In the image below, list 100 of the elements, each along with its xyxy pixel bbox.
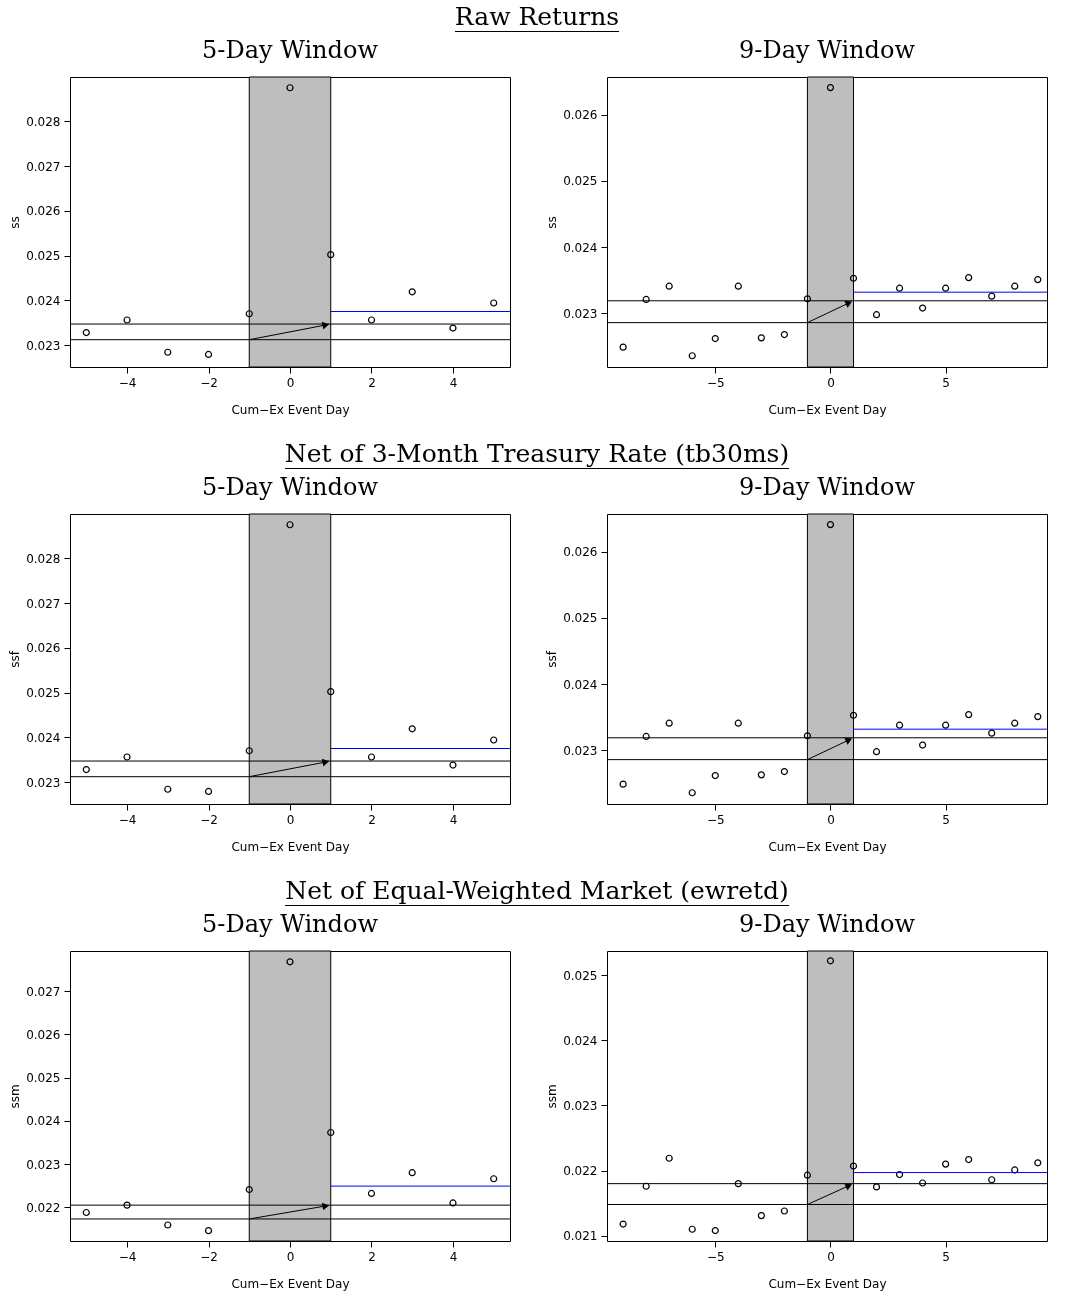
point (82, 328, 90, 337)
x-axis-title: Cum−Ex Event Day (231, 839, 350, 854)
point (245, 1185, 253, 1194)
y-axis-title: ssf (545, 650, 560, 668)
point (688, 352, 696, 360)
point (988, 1176, 996, 1184)
x-tick-label: 4 (449, 1249, 458, 1264)
y-axis-title: ss (8, 216, 23, 229)
x-axis-title: Cum−Ex Event Day (768, 839, 887, 854)
point (164, 785, 172, 793)
x-tick-label: −5 (706, 1249, 725, 1264)
point (942, 721, 950, 729)
point (286, 521, 294, 529)
y-tick-label: 0.023 (563, 1098, 598, 1113)
point (711, 771, 719, 780)
y-tick-label: 0.024 (26, 1114, 61, 1129)
y-tick-label: 0.025 (563, 174, 598, 189)
point (665, 1154, 673, 1162)
point (490, 1175, 498, 1183)
point (895, 721, 904, 729)
y-tick-label: 0.024 (26, 730, 61, 745)
y-tick-label: 0.025 (563, 611, 598, 626)
point (82, 1208, 90, 1217)
point (327, 1128, 335, 1137)
point (204, 350, 213, 359)
y-tick-label: 0.026 (26, 204, 61, 219)
point (734, 1180, 742, 1188)
point (895, 284, 904, 292)
point (327, 251, 335, 259)
y-tick-label: 0.028 (26, 551, 61, 566)
y-tick-label: 0.028 (26, 114, 61, 129)
point (872, 311, 881, 319)
y-axis-title: ssm (8, 1084, 23, 1109)
point (408, 288, 416, 296)
x-axis-title: Cum−Ex Event Day (768, 402, 887, 417)
point (367, 753, 376, 761)
point (619, 1220, 627, 1228)
x-tick-label: −4 (118, 1249, 137, 1264)
text: Net of Equal-Weighted Market (ewretd) (285, 876, 789, 906)
x-tick-label: 4 (449, 375, 458, 390)
y-tick-label: 0.025 (26, 1071, 61, 1086)
x-axis-title: Cum−Ex Event Day (231, 402, 350, 417)
y-tick-label: 0.024 (563, 1033, 598, 1048)
point (367, 316, 376, 324)
point (82, 765, 90, 774)
point (688, 1225, 696, 1233)
point (965, 711, 973, 719)
y-tick-label: 0.023 (563, 306, 598, 321)
chart-title: 9-Day Window (739, 472, 916, 501)
x-tick-label: 2 (368, 1249, 376, 1264)
point (665, 719, 673, 727)
point (123, 316, 131, 324)
y-tick-label: 0.026 (26, 641, 61, 656)
point (449, 324, 457, 332)
chart-title: 9-Day Window (739, 909, 916, 938)
x-axis-title: Cum−Ex Event Day (231, 1276, 350, 1291)
x-tick-label: 5 (942, 1249, 950, 1264)
point (642, 1182, 650, 1190)
point (942, 284, 950, 292)
point (1011, 282, 1019, 290)
y-tick-label: 0.026 (563, 108, 598, 123)
x-tick-label: 5 (942, 812, 950, 827)
point (449, 1199, 457, 1207)
x-tick-label: 0 (827, 1249, 835, 1264)
point (204, 787, 213, 796)
chart-title: 5-Day Window (202, 35, 379, 64)
point (872, 1183, 881, 1191)
x-tick-label: −2 (200, 1249, 218, 1264)
x-tick-label: 0 (827, 812, 835, 827)
point (327, 688, 335, 696)
point (826, 957, 835, 965)
x-tick-label: 4 (449, 812, 458, 827)
point (849, 1162, 858, 1170)
point (849, 711, 858, 719)
point (711, 334, 719, 343)
y-tick-label: 0.021 (563, 1229, 598, 1244)
point (245, 747, 253, 755)
y-tick-label: 0.026 (563, 545, 598, 560)
point (757, 771, 765, 779)
point (965, 1155, 973, 1164)
point (734, 719, 742, 727)
point (286, 958, 294, 966)
point (245, 310, 253, 318)
point (872, 748, 881, 756)
point (803, 1171, 812, 1179)
y-tick-label: 0.026 (26, 1027, 61, 1042)
y-tick-label: 0.022 (563, 1164, 598, 1179)
point (757, 334, 765, 342)
x-tick-label: −5 (706, 812, 725, 827)
point (895, 1170, 904, 1179)
x-tick-label: 0 (286, 1249, 295, 1264)
point (642, 295, 650, 304)
x-tick-label: 5 (942, 375, 950, 390)
point (849, 274, 858, 282)
point (1034, 713, 1042, 721)
point (1034, 1159, 1042, 1167)
point (123, 753, 131, 761)
point (919, 1179, 927, 1187)
x-tick-label: −2 (200, 812, 218, 827)
y-tick-label: 0.027 (26, 984, 61, 999)
